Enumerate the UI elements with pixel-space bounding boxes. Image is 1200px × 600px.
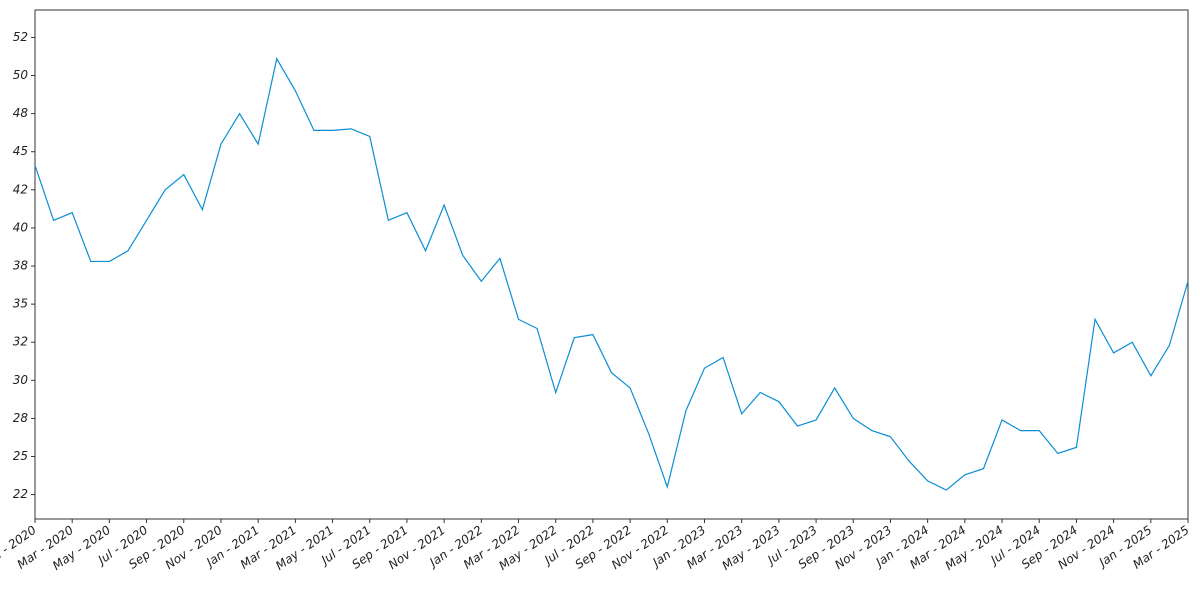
price-line bbox=[34, 57, 1189, 491]
y-tick-label: 48 bbox=[13, 106, 29, 120]
y-tick-label: 50 bbox=[13, 68, 29, 82]
y-tick-label: 28 bbox=[13, 411, 29, 425]
y-tick-label: 35 bbox=[13, 297, 28, 311]
y-tick-label: 32 bbox=[13, 335, 28, 349]
y-tick-label: 40 bbox=[13, 220, 29, 234]
y-tick-label: 45 bbox=[13, 144, 28, 158]
y-tick-label: 30 bbox=[13, 373, 29, 387]
plot-frame bbox=[34, 9, 1189, 520]
y-tick-label: 42 bbox=[13, 182, 28, 196]
y-tick-label: 22 bbox=[13, 487, 28, 501]
y-tick-label: 25 bbox=[13, 449, 28, 463]
y-tick-label: 38 bbox=[13, 259, 29, 273]
y-tick-label: 52 bbox=[13, 30, 28, 44]
